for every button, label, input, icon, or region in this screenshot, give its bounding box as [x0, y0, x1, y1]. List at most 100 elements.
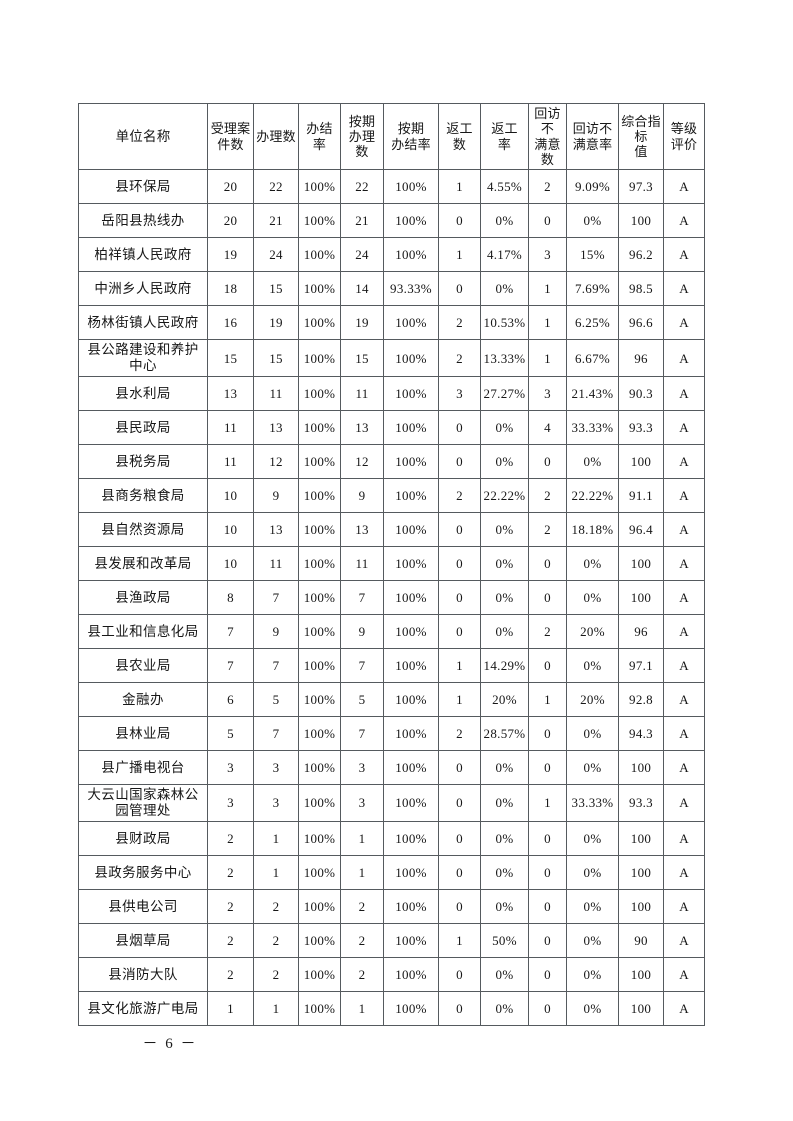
- column-header-accepted-cases: 受理案 件数: [207, 102, 254, 171]
- cell-revisit-unsatisfied-rate: 0%: [566, 855, 619, 890]
- cell-handled-count: 7: [253, 648, 299, 684]
- cell-unit-name: 县供电公司: [78, 889, 208, 924]
- cell-handled-count: 11: [253, 376, 299, 412]
- cell-revisit-unsatisfied-count: 3: [528, 376, 567, 412]
- cell-handled-count: 2: [253, 923, 299, 958]
- column-header-unit-name: 单位名称: [78, 102, 208, 171]
- table-row: 县渔政局 8 7 100% 7 100% 0 0% 0 0% 100 A: [78, 580, 705, 616]
- cell-unit-name: 中洲乡人民政府: [78, 271, 208, 307]
- cell-grade-evaluation: A: [663, 169, 705, 205]
- cell-rework-rate: 14.29%: [480, 648, 529, 684]
- column-header-ontime-handled: 按期 办理 数: [340, 102, 384, 171]
- cell-rework-rate: 4.55%: [480, 169, 529, 205]
- cell-handled-count: 5: [253, 682, 299, 718]
- cell-composite-index: 93.3: [618, 784, 664, 822]
- cell-close-rate: 100%: [298, 305, 341, 341]
- cell-rework-count: 0: [438, 271, 481, 307]
- cell-rework-count: 0: [438, 203, 481, 239]
- cell-rework-rate: 0%: [480, 546, 529, 582]
- cell-grade-evaluation: A: [663, 889, 705, 924]
- table-row: 县广播电视台 3 3 100% 3 100% 0 0% 0 0% 100 A: [78, 750, 705, 786]
- cell-close-rate: 100%: [298, 271, 341, 307]
- cell-composite-index: 96: [618, 339, 664, 378]
- table-row: 县林业局 5 7 100% 7 100% 2 28.57% 0 0% 94.3 A: [78, 716, 705, 752]
- cell-ontime-handled: 2: [340, 889, 384, 924]
- cell-revisit-unsatisfied-count: 0: [528, 991, 567, 1026]
- cell-unit-name: 县烟草局: [78, 923, 208, 958]
- cell-composite-index: 97.1: [618, 648, 664, 684]
- cell-close-rate: 100%: [298, 991, 341, 1026]
- cell-ontime-close-rate: 100%: [383, 444, 439, 480]
- cell-unit-name: 县农业局: [78, 648, 208, 684]
- cell-close-rate: 100%: [298, 444, 341, 480]
- cell-ontime-close-rate: 100%: [383, 512, 439, 548]
- table-row: 县民政局 11 13 100% 13 100% 0 0% 4 33.33% 93.3 A: [78, 410, 705, 446]
- table-row: 柏祥镇人民政府 19 24 100% 24 100% 1 4.17% 3 15% 96.2 A: [78, 237, 705, 273]
- cell-revisit-unsatisfied-rate: 20%: [566, 614, 619, 650]
- cell-unit-name: 县广播电视台: [78, 750, 208, 786]
- cell-unit-name: 大云山国家森林公园管理处: [78, 784, 208, 822]
- cell-composite-index: 100: [618, 991, 664, 1026]
- cell-accepted-cases: 8: [207, 580, 254, 616]
- cell-rework-rate: 0%: [480, 444, 529, 480]
- cell-composite-index: 93.3: [618, 410, 664, 446]
- cell-revisit-unsatisfied-count: 2: [528, 169, 567, 205]
- cell-revisit-unsatisfied-count: 0: [528, 750, 567, 786]
- cell-accepted-cases: 3: [207, 750, 254, 786]
- cell-ontime-handled: 1: [340, 821, 384, 856]
- cell-close-rate: 100%: [298, 957, 341, 992]
- cell-close-rate: 100%: [298, 546, 341, 582]
- cell-ontime-handled: 9: [340, 478, 384, 514]
- column-header-revisit-unsatisfied-count: 回访不 满意数: [528, 102, 567, 171]
- cell-revisit-unsatisfied-count: 0: [528, 648, 567, 684]
- cell-rework-rate: 20%: [480, 682, 529, 718]
- column-header-composite-index: 综合指标 值: [618, 102, 664, 171]
- cell-rework-count: 1: [438, 169, 481, 205]
- cell-rework-count: 1: [438, 682, 481, 718]
- cell-grade-evaluation: A: [663, 682, 705, 718]
- cell-grade-evaluation: A: [663, 821, 705, 856]
- cell-composite-index: 96.2: [618, 237, 664, 273]
- table-row: 县商务粮食局 10 9 100% 9 100% 2 22.22% 2 22.22% 91.1 A: [78, 478, 705, 514]
- cell-rework-rate: 0%: [480, 889, 529, 924]
- table-row: 县自然资源局 10 13 100% 13 100% 0 0% 2 18.18% 96.4 A: [78, 512, 705, 548]
- cell-composite-index: 100: [618, 546, 664, 582]
- cell-revisit-unsatisfied-rate: 0%: [566, 716, 619, 752]
- cell-revisit-unsatisfied-rate: 0%: [566, 923, 619, 958]
- cell-accepted-cases: 10: [207, 478, 254, 514]
- cell-rework-count: 0: [438, 750, 481, 786]
- cell-unit-name: 县民政局: [78, 410, 208, 446]
- cell-revisit-unsatisfied-count: 2: [528, 614, 567, 650]
- cell-revisit-unsatisfied-count: 1: [528, 682, 567, 718]
- cell-close-rate: 100%: [298, 203, 341, 239]
- cell-close-rate: 100%: [298, 237, 341, 273]
- cell-unit-name: 县林业局: [78, 716, 208, 752]
- cell-ontime-handled: 2: [340, 923, 384, 958]
- cell-rework-count: 0: [438, 855, 481, 890]
- cell-rework-count: 1: [438, 648, 481, 684]
- cell-accepted-cases: 13: [207, 376, 254, 412]
- table-body: 县环保局 20 22 100% 22 100% 1 4.55% 2 9.09% 97.3 A 岳阳县热线…: [78, 169, 705, 1026]
- cell-accepted-cases: 10: [207, 512, 254, 548]
- cell-rework-rate: 0%: [480, 580, 529, 616]
- cell-composite-index: 100: [618, 444, 664, 480]
- header-row: 单位名称 受理案 件数 办理数 办结率 按期 办理 数 按期: [78, 102, 705, 171]
- cell-ontime-close-rate: 93.33%: [383, 271, 439, 307]
- table-row: 县环保局 20 22 100% 22 100% 1 4.55% 2 9.09% 97.3 A: [78, 169, 705, 205]
- table-row: 大云山国家森林公园管理处 3 3 100% 3 100% 0 0% 1 33.33% 93.3 A: [78, 784, 705, 822]
- cell-composite-index: 97.3: [618, 169, 664, 205]
- cell-rework-count: 0: [438, 821, 481, 856]
- cell-accepted-cases: 7: [207, 614, 254, 650]
- cell-ontime-handled: 1: [340, 855, 384, 890]
- cell-rework-count: 3: [438, 376, 481, 412]
- cell-grade-evaluation: A: [663, 376, 705, 412]
- cell-close-rate: 100%: [298, 648, 341, 684]
- cell-grade-evaluation: A: [663, 648, 705, 684]
- cell-rework-rate: 0%: [480, 750, 529, 786]
- cell-accepted-cases: 2: [207, 855, 254, 890]
- cell-accepted-cases: 20: [207, 169, 254, 205]
- cell-ontime-close-rate: 100%: [383, 614, 439, 650]
- cell-rework-count: 1: [438, 923, 481, 958]
- cell-revisit-unsatisfied-rate: 9.09%: [566, 169, 619, 205]
